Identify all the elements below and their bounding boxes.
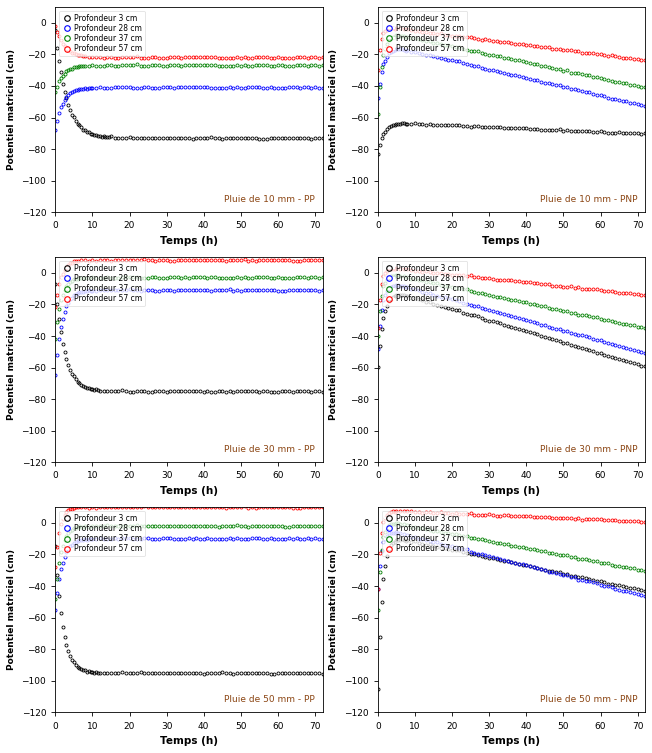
X-axis label: Temps (h): Temps (h) bbox=[160, 736, 218, 746]
Text: Pluie de 10 mm - PP: Pluie de 10 mm - PP bbox=[224, 195, 314, 204]
Text: Pluie de 50 mm - PP: Pluie de 50 mm - PP bbox=[224, 695, 314, 704]
Legend: Profondeur 3 cm, Profondeur 28 cm, Profondeur 37 cm, Profondeur 57 cm: Profondeur 3 cm, Profondeur 28 cm, Profo… bbox=[381, 11, 467, 56]
Legend: Profondeur 3 cm, Profondeur 28 cm, Profondeur 37 cm, Profondeur 57 cm: Profondeur 3 cm, Profondeur 28 cm, Profo… bbox=[59, 511, 145, 556]
Y-axis label: Potentiel matriciel (cm): Potentiel matriciel (cm) bbox=[7, 299, 16, 420]
X-axis label: Temps (h): Temps (h) bbox=[482, 236, 541, 246]
Legend: Profondeur 3 cm, Profondeur 28 cm, Profondeur 37 cm, Profondeur 57 cm: Profondeur 3 cm, Profondeur 28 cm, Profo… bbox=[381, 261, 467, 306]
X-axis label: Temps (h): Temps (h) bbox=[482, 736, 541, 746]
Legend: Profondeur 3 cm, Profondeur 28 cm, Profondeur 37 cm, Profondeur 57 cm: Profondeur 3 cm, Profondeur 28 cm, Profo… bbox=[59, 261, 145, 306]
Legend: Profondeur 3 cm, Profondeur 28 cm, Profondeur 37 cm, Profondeur 57 cm: Profondeur 3 cm, Profondeur 28 cm, Profo… bbox=[381, 511, 467, 556]
Text: Pluie de 30 mm - PP: Pluie de 30 mm - PP bbox=[224, 445, 314, 454]
Text: Pluie de 50 mm - PNP: Pluie de 50 mm - PNP bbox=[540, 695, 637, 704]
Text: Pluie de 10 mm - PNP: Pluie de 10 mm - PNP bbox=[540, 195, 637, 204]
Y-axis label: Potentiel matriciel (cm): Potentiel matriciel (cm) bbox=[7, 549, 16, 670]
Y-axis label: Potentiel matriciel (cm): Potentiel matriciel (cm) bbox=[329, 299, 338, 420]
Y-axis label: Potentiel matriciel (cm): Potentiel matriciel (cm) bbox=[329, 549, 338, 670]
Y-axis label: Potentiel matriciel (cm): Potentiel matriciel (cm) bbox=[329, 49, 338, 170]
X-axis label: Temps (h): Temps (h) bbox=[160, 236, 218, 246]
X-axis label: Temps (h): Temps (h) bbox=[160, 486, 218, 496]
X-axis label: Temps (h): Temps (h) bbox=[482, 486, 541, 496]
Y-axis label: Potentiel matriciel (cm): Potentiel matriciel (cm) bbox=[7, 49, 16, 170]
Legend: Profondeur 3 cm, Profondeur 28 cm, Profondeur 37 cm, Profondeur 57 cm: Profondeur 3 cm, Profondeur 28 cm, Profo… bbox=[59, 11, 145, 56]
Text: Pluie de 30 mm - PNP: Pluie de 30 mm - PNP bbox=[540, 445, 637, 454]
